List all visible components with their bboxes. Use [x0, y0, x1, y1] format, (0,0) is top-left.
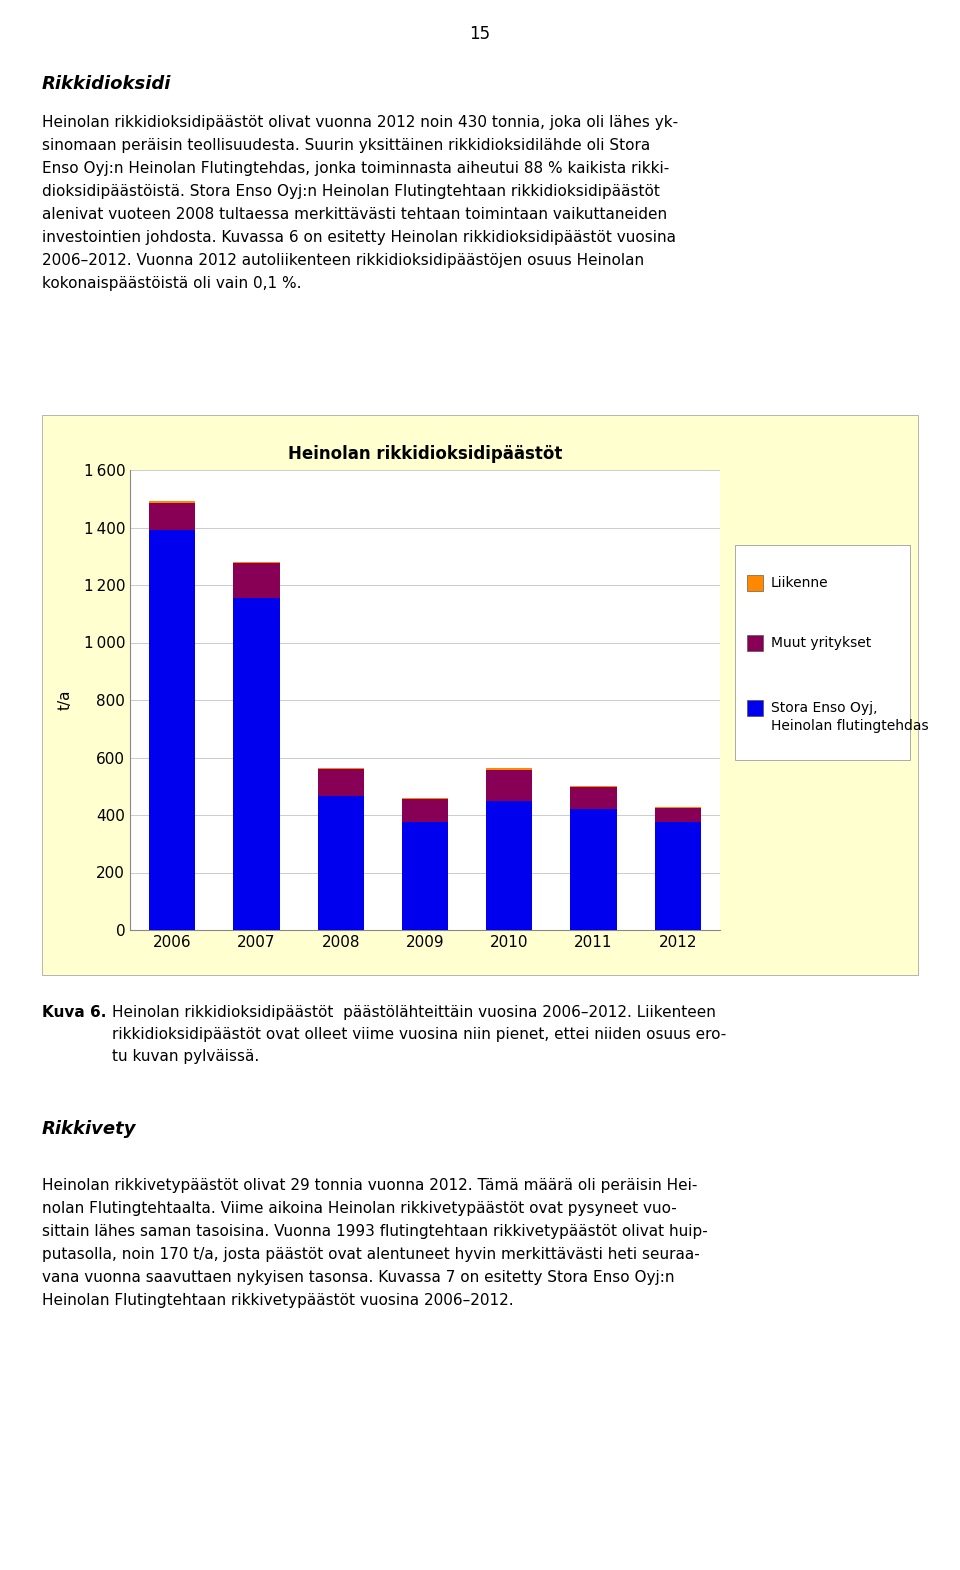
Bar: [486, 769, 533, 801]
Text: putasolla, noin 170 t/a, josta päästöt ovat alentuneet hyvin merkittävästi heti : putasolla, noin 170 t/a, josta päästöt o…: [42, 1247, 700, 1262]
Bar: [149, 531, 195, 929]
Text: Stora Enso Oyj,: Stora Enso Oyj,: [771, 700, 877, 714]
Text: sittain lähes saman tasoisina. Vuonna 1993 flutingtehtaan rikkivetypäästöt oliva: sittain lähes saman tasoisina. Vuonna 19…: [42, 1225, 708, 1239]
Text: nolan Flutingtehtaalta. Viime aikoina Heinolan rikkivetypäästöt ovat pysyneet vu: nolan Flutingtehtaalta. Viime aikoina He…: [42, 1201, 677, 1217]
Text: 15: 15: [469, 25, 491, 42]
Bar: [402, 823, 448, 929]
Text: dioksidipäästöistä. Stora Enso Oyj:n Heinolan Flutingtehtaan rikkidioksidipäästö: dioksidipäästöistä. Stora Enso Oyj:n Hei…: [42, 184, 660, 199]
Text: vana vuonna saavuttaen nykyisen tasonsa. Kuvassa 7 on esitetty Stora Enso Oyj:n: vana vuonna saavuttaen nykyisen tasonsa.…: [42, 1270, 675, 1284]
Bar: [233, 564, 279, 598]
Text: Rikkivety: Rikkivety: [42, 1119, 136, 1138]
Text: Heinolan rikkidioksidipäästöt  päästölähteittäin vuosina 2006–2012. Liikenteen: Heinolan rikkidioksidipäästöt päästöläht…: [112, 1005, 716, 1021]
Text: Liikenne: Liikenne: [771, 576, 828, 590]
Bar: [318, 769, 364, 796]
Bar: [233, 598, 279, 929]
Bar: [149, 502, 195, 531]
Bar: [149, 501, 195, 502]
Text: Muut yritykset: Muut yritykset: [771, 636, 872, 650]
Bar: [318, 796, 364, 929]
Text: Enso Oyj:n Heinolan Flutingtehdas, jonka toiminnasta aiheutui 88 % kaikista rikk: Enso Oyj:n Heinolan Flutingtehdas, jonka…: [42, 162, 669, 176]
Text: Heinolan rikkidioksidipäästöt olivat vuonna 2012 noin 430 tonnia, joka oli lähes: Heinolan rikkidioksidipäästöt olivat vuo…: [42, 115, 678, 130]
Text: Heinolan Flutingtehtaan rikkivetypäästöt vuosina 2006–2012.: Heinolan Flutingtehtaan rikkivetypäästöt…: [42, 1294, 514, 1308]
Text: Heinolan rikkidioksidipäästöt: Heinolan rikkidioksidipäästöt: [288, 444, 563, 463]
Text: tu kuvan pylväissä.: tu kuvan pylväissä.: [112, 1049, 259, 1064]
Text: kokonaispäästöistä oli vain 0,1 %.: kokonaispäästöistä oli vain 0,1 %.: [42, 276, 301, 290]
Text: rikkidioksidipäästöt ovat olleet viime vuosina niin pienet, ettei niiden osuus e: rikkidioksidipäästöt ovat olleet viime v…: [112, 1027, 727, 1042]
Bar: [570, 787, 616, 809]
Text: 2006–2012. Vuonna 2012 autoliikenteen rikkidioksidipäästöjen osuus Heinolan: 2006–2012. Vuonna 2012 autoliikenteen ri…: [42, 253, 644, 268]
Bar: [655, 823, 701, 929]
Bar: [402, 799, 448, 823]
Text: Kuva 6.: Kuva 6.: [42, 1005, 107, 1021]
Text: investointien johdosta. Kuvassa 6 on esitetty Heinolan rikkidioksidipäästöt vuos: investointien johdosta. Kuvassa 6 on esi…: [42, 229, 676, 245]
Y-axis label: t/a: t/a: [58, 689, 72, 710]
Bar: [233, 562, 279, 564]
Text: alenivat vuoteen 2008 tultaessa merkittävästi tehtaan toimintaan vaikuttaneiden: alenivat vuoteen 2008 tultaessa merkittä…: [42, 207, 667, 221]
Bar: [570, 809, 616, 929]
Text: Heinolan flutingtehdas: Heinolan flutingtehdas: [771, 719, 928, 733]
Bar: [486, 801, 533, 929]
Text: Heinolan rikkivetypäästöt olivat 29 tonnia vuonna 2012. Tämä määrä oli peräisin : Heinolan rikkivetypäästöt olivat 29 tonn…: [42, 1178, 697, 1193]
Text: sinomaan peräisin teollisuudesta. Suurin yksittäinen rikkidioksidilähde oli Stor: sinomaan peräisin teollisuudesta. Suurin…: [42, 138, 650, 152]
Text: Rikkidioksidi: Rikkidioksidi: [42, 75, 172, 93]
Bar: [655, 809, 701, 823]
